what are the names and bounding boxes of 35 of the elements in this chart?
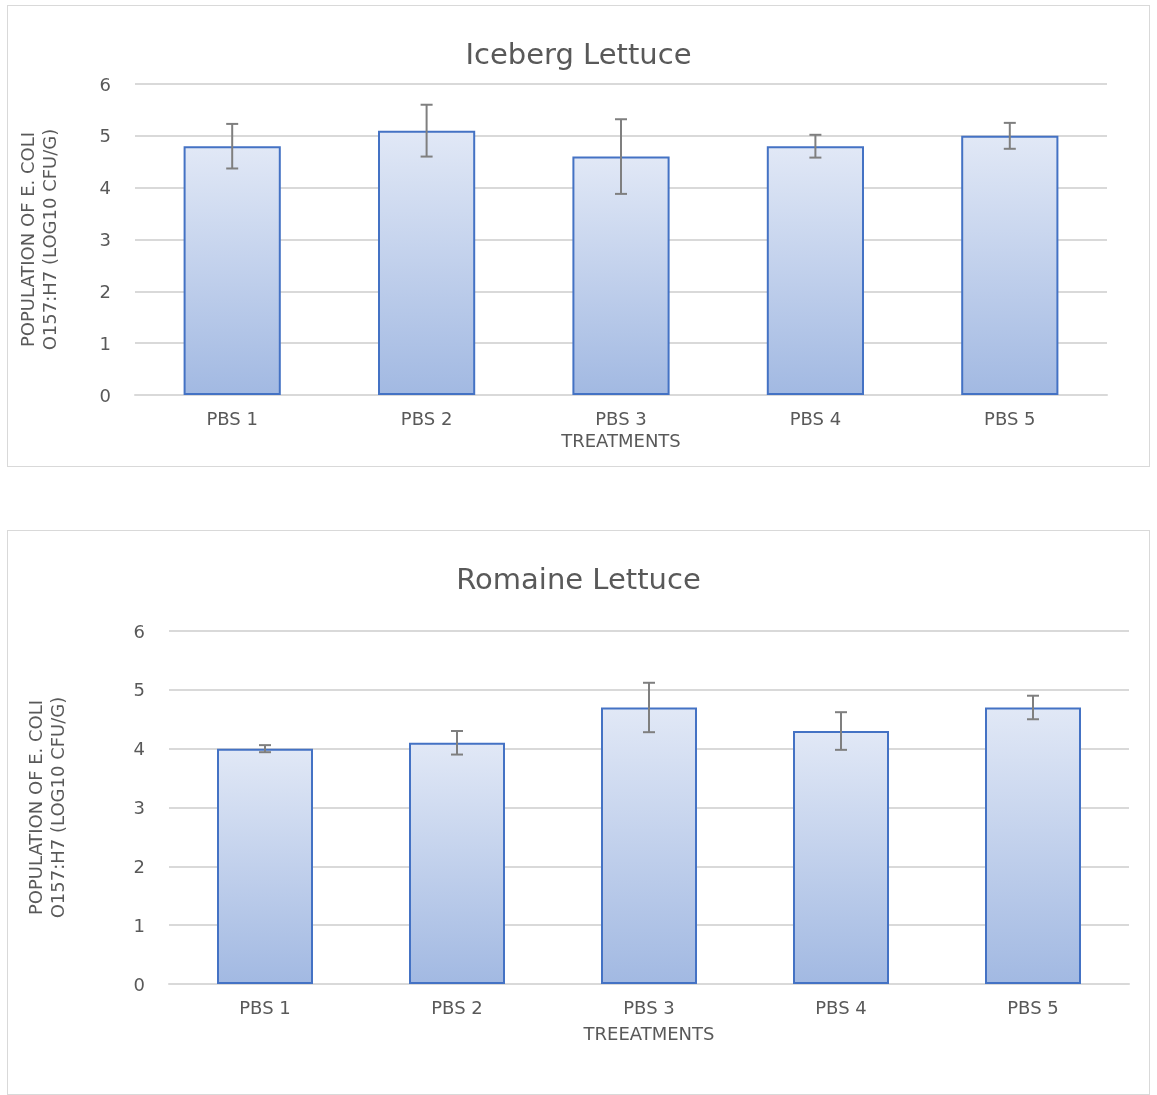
y-tick-label: 1 [99, 332, 111, 354]
chart-title: Iceberg Lettuce [465, 36, 692, 71]
y-tick-label: 2 [133, 855, 145, 877]
y-tick-label: 0 [99, 384, 111, 406]
x-axis-title: TREATMENTS [560, 430, 681, 452]
x-tick-label: PBS 3 [595, 407, 647, 429]
x-tick-label: PBS 4 [815, 996, 867, 1018]
bar [217, 748, 313, 984]
x-axis-title: TREEATMENTS [582, 1022, 715, 1044]
y-tick-label: 0 [133, 973, 145, 995]
y-tick-label: 6 [99, 73, 111, 95]
y-tick-label: 5 [133, 679, 145, 701]
y-tick-label: 5 [99, 125, 111, 147]
x-tick-label: PBS 2 [400, 407, 453, 429]
x-tick-label: PBS 2 [431, 996, 483, 1018]
bar [409, 742, 505, 984]
y-tick-label: 3 [99, 229, 111, 250]
x-tick-label: PBS 1 [206, 407, 258, 429]
y-axis-title: POPULATION OF E. COLI O157:H7 (LOG10 CFU/G) [24, 696, 68, 919]
x-tick-label: PBS 1 [239, 996, 291, 1018]
y-tick-label: 3 [133, 797, 145, 818]
y-tick-label: 4 [99, 177, 111, 199]
x-tick-label: PBS 3 [623, 996, 675, 1018]
y-tick-label: 6 [133, 620, 145, 642]
y-tick-label: 2 [99, 280, 111, 302]
bar [601, 707, 697, 984]
x-tick-label: PBS 5 [1007, 996, 1059, 1018]
y-tick-label: 1 [133, 914, 145, 936]
y-axis-title: POPULATION OF E. COLI O157:H7 (LOG10 CFU/G) [16, 128, 60, 351]
x-tick-label: PBS 5 [984, 407, 1036, 429]
chart-title: Romaine Lettuce [456, 561, 701, 596]
bar [793, 731, 889, 984]
x-tick-label: PBS 4 [789, 407, 842, 429]
bar [985, 707, 1081, 984]
y-tick-label: 4 [133, 738, 145, 760]
